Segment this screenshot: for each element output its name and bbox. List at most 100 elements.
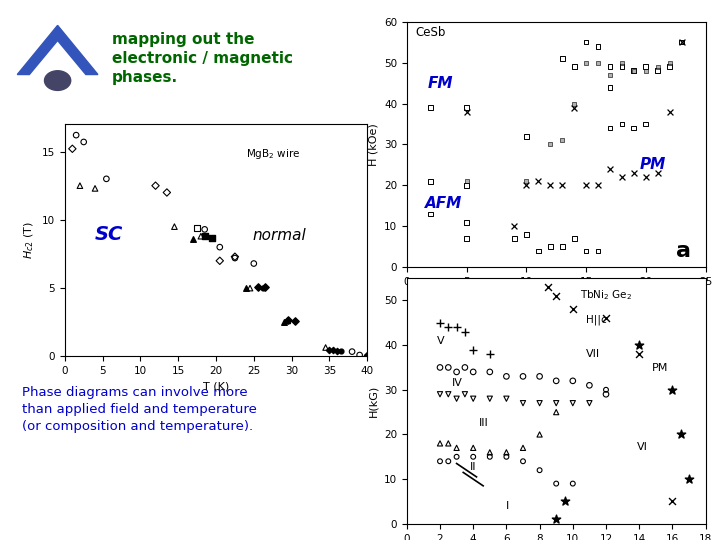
Point: [652, 169, 664, 178]
Point: [550, 480, 562, 488]
Point: [434, 457, 446, 465]
Point: [500, 372, 512, 381]
Point: [78, 138, 89, 146]
Point: [425, 210, 436, 218]
Point: [600, 390, 612, 399]
Point: [443, 363, 454, 372]
Point: [604, 71, 616, 79]
Point: [461, 103, 472, 112]
Point: [425, 177, 436, 186]
Point: [192, 224, 203, 232]
Point: [168, 222, 180, 231]
Point: [534, 466, 545, 475]
Text: CeSb: CeSb: [415, 26, 446, 39]
Point: [616, 62, 628, 71]
Text: PM: PM: [640, 157, 666, 172]
Text: TbNi$_2$ Ge$_2$: TbNi$_2$ Ge$_2$: [580, 288, 632, 301]
Point: [434, 439, 446, 448]
Text: Phase diagrams can involve more
than applied field and temperature
(or compositi: Phase diagrams can involve more than app…: [22, 386, 256, 433]
Point: [282, 316, 294, 325]
Point: [214, 243, 225, 252]
Point: [533, 177, 544, 186]
Point: [634, 350, 645, 359]
Point: [559, 497, 570, 506]
Point: [259, 283, 271, 292]
Point: [461, 181, 472, 190]
Point: [434, 363, 446, 372]
Point: [667, 497, 678, 506]
Point: [557, 136, 568, 145]
Point: [484, 368, 495, 376]
Point: [521, 177, 532, 186]
X-axis label: T (K): T (K): [543, 293, 570, 302]
Point: [335, 347, 346, 355]
Point: [425, 103, 436, 112]
Point: [461, 107, 472, 116]
Point: [550, 399, 562, 408]
Point: [584, 399, 595, 408]
Point: [628, 169, 639, 178]
Point: [580, 247, 592, 255]
Point: [199, 225, 210, 234]
Point: [521, 230, 532, 239]
Point: [89, 184, 101, 193]
Point: [616, 173, 628, 181]
Text: IV: IV: [451, 378, 462, 388]
Point: [676, 38, 688, 46]
Point: [616, 120, 628, 129]
Text: I: I: [505, 501, 508, 511]
Text: FM: FM: [428, 76, 453, 91]
Point: [628, 66, 639, 75]
Point: [664, 107, 675, 116]
Point: [484, 394, 495, 403]
Point: [533, 247, 544, 255]
Text: III: III: [479, 417, 488, 428]
Point: [500, 394, 512, 403]
Point: [71, 131, 82, 139]
Point: [634, 341, 645, 349]
Point: [443, 439, 454, 448]
Point: [257, 284, 269, 293]
X-axis label: T (K): T (K): [203, 382, 229, 392]
Point: [467, 345, 479, 354]
Text: normal: normal: [252, 228, 306, 244]
Point: [567, 305, 579, 314]
Point: [195, 232, 207, 240]
Point: [593, 42, 604, 51]
Point: [328, 345, 339, 354]
Point: [229, 252, 240, 261]
Point: [500, 453, 512, 461]
Point: [534, 430, 545, 439]
Point: [604, 165, 616, 173]
Point: [557, 54, 568, 63]
Point: [568, 99, 580, 108]
Point: [600, 386, 612, 394]
Point: [331, 347, 343, 355]
Point: [451, 368, 462, 376]
Point: [580, 38, 592, 46]
Point: [248, 259, 260, 268]
Point: [361, 350, 373, 359]
Point: [484, 448, 495, 457]
Point: [664, 58, 675, 67]
Point: [568, 103, 580, 112]
Point: [652, 66, 664, 75]
Point: [66, 145, 78, 153]
Point: [593, 58, 604, 67]
Point: [320, 343, 331, 352]
Point: [289, 316, 301, 325]
Point: [550, 292, 562, 300]
Point: [451, 453, 462, 461]
Point: [542, 283, 554, 292]
Point: [517, 443, 528, 452]
Point: [346, 347, 358, 356]
Point: [434, 390, 446, 399]
Point: [467, 443, 479, 452]
Point: [252, 283, 264, 292]
Point: [240, 284, 252, 293]
Point: [500, 448, 512, 457]
Point: [74, 181, 86, 190]
Point: [567, 399, 579, 408]
Polygon shape: [17, 25, 98, 75]
Point: [443, 457, 454, 465]
